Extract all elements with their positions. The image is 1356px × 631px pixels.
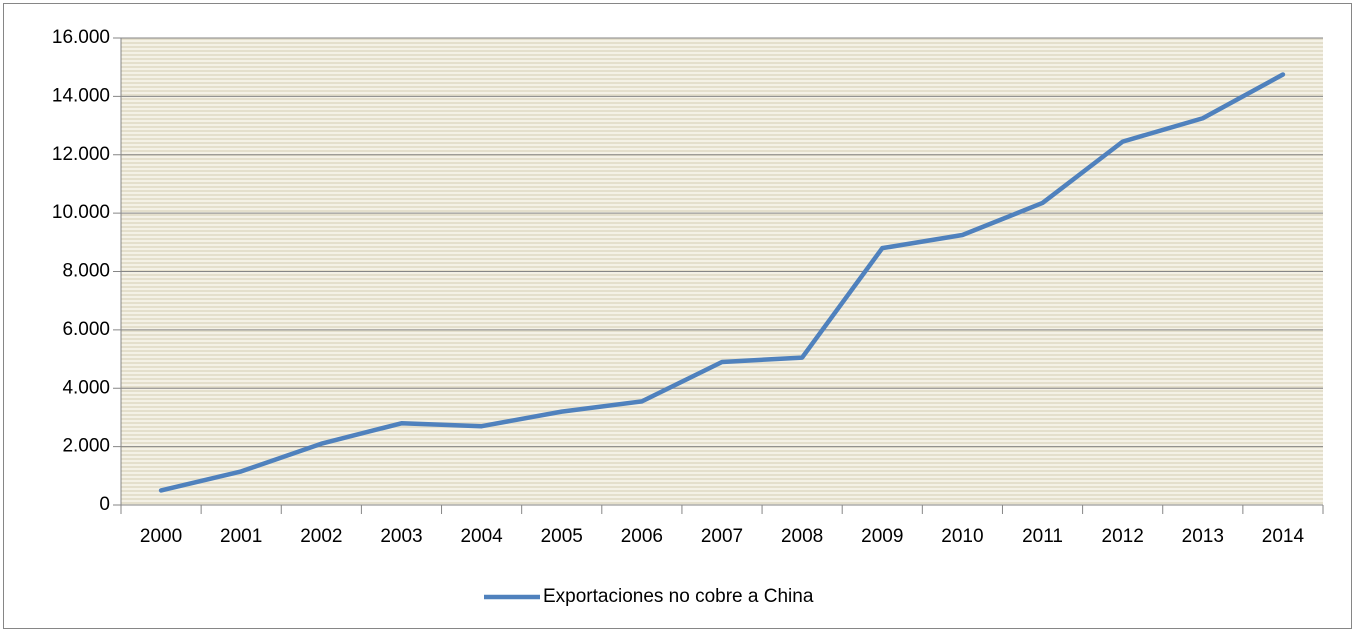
y-tick-label: 16.000 bbox=[52, 27, 110, 48]
x-tick-label: 2004 bbox=[460, 526, 503, 547]
x-tick-label: 2012 bbox=[1102, 526, 1144, 547]
y-tick-label: 12.000 bbox=[52, 144, 110, 165]
x-tick-label: 2003 bbox=[380, 526, 422, 547]
x-tick-label: 2010 bbox=[941, 526, 983, 547]
y-tick-label: 0 bbox=[99, 494, 110, 515]
x-tick-label: 2005 bbox=[541, 526, 583, 547]
y-tick-label: 8.000 bbox=[62, 261, 110, 282]
x-tick-label: 2000 bbox=[140, 526, 182, 547]
y-tick-label: 6.000 bbox=[62, 319, 110, 340]
x-tick-label: 2013 bbox=[1182, 526, 1224, 547]
y-tick-label: 10.000 bbox=[52, 202, 110, 223]
x-tick-label: 2006 bbox=[621, 526, 663, 547]
series-line bbox=[158, 72, 1286, 493]
x-tick-label: 2002 bbox=[300, 526, 342, 547]
x-tick-label: 2008 bbox=[781, 526, 823, 547]
x-tick-label: 2011 bbox=[1022, 526, 1063, 547]
y-tick-label: 14.000 bbox=[52, 85, 110, 106]
legend-label: Exportaciones no cobre a China bbox=[543, 586, 814, 607]
x-tick-label: 2007 bbox=[701, 526, 743, 547]
x-tick-label: 2014 bbox=[1262, 526, 1305, 547]
y-tick-label: 4.000 bbox=[62, 377, 110, 398]
x-tick-label: 2001 bbox=[220, 526, 262, 547]
x-tick-label: 2009 bbox=[861, 526, 903, 547]
y-tick-label: 2.000 bbox=[62, 436, 110, 457]
